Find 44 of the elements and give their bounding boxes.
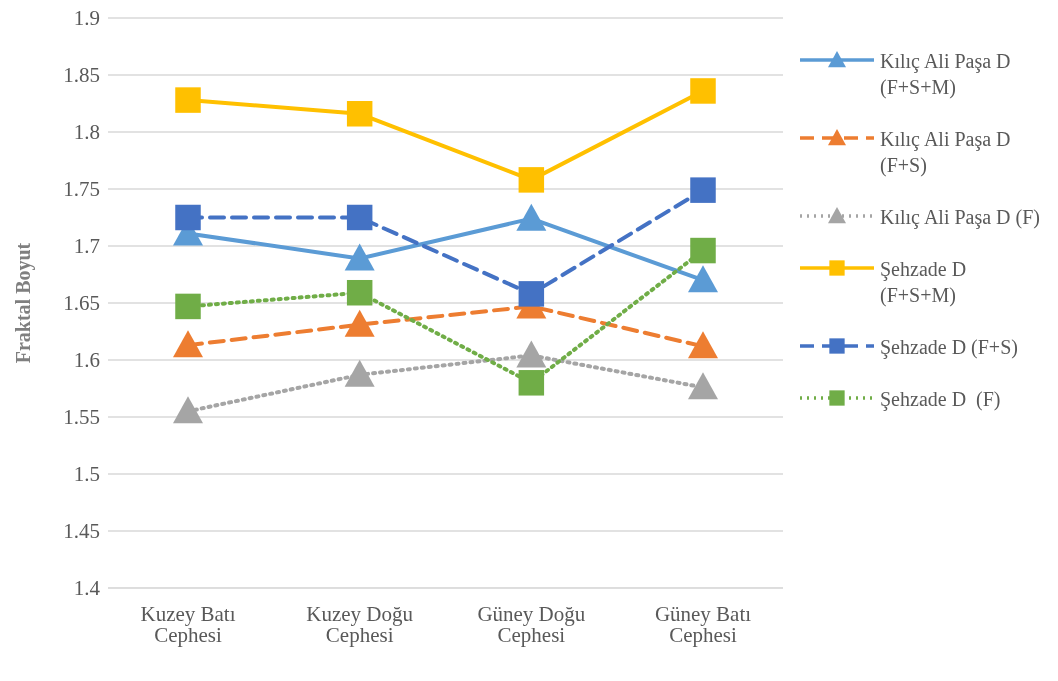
- legend-label: Kılıç Ali Paşa D (F): [880, 205, 1040, 230]
- y-tick-label: 1.8: [73, 120, 100, 145]
- point: [344, 359, 375, 387]
- point: [516, 203, 547, 231]
- x-tick-label: Kuzey Batı Cephesi: [140, 601, 236, 647]
- y-tick-label: 1.6: [73, 348, 100, 373]
- point: [344, 309, 375, 337]
- y-tick-label: 1.4: [73, 576, 101, 601]
- point: [688, 331, 718, 359]
- point: [690, 78, 716, 104]
- y-tick-label: 1.55: [63, 405, 100, 430]
- point: [346, 279, 373, 306]
- point: [346, 204, 373, 231]
- legend-label: Kılıç Ali Paşa D (F+S): [880, 127, 1012, 178]
- y-axis-title: Fraktal Boyut: [12, 242, 36, 364]
- y-tick-label: 1.5: [73, 462, 100, 487]
- point: [690, 177, 716, 203]
- point: [688, 265, 718, 293]
- point: [518, 281, 545, 307]
- y-tick-label: 1.75: [63, 177, 100, 202]
- point: [173, 330, 203, 358]
- y-tick-label: 1.7: [73, 234, 100, 259]
- point: [175, 293, 201, 320]
- point: [175, 87, 201, 113]
- point: [518, 167, 545, 193]
- point: [518, 370, 545, 396]
- y-tick-label: 1.65: [63, 291, 100, 316]
- legend-label: Şehzade D (F): [880, 387, 1002, 412]
- y-tick-label: 1.45: [63, 519, 100, 544]
- x-tick-label: Kuzey Doğu Cephesi: [306, 601, 414, 647]
- point: [688, 372, 718, 400]
- point: [173, 396, 203, 424]
- legend-label: Şehzade D (F+S+M): [880, 257, 968, 308]
- point: [516, 340, 547, 368]
- point: [344, 243, 375, 271]
- point: [690, 237, 716, 264]
- y-tick-label: 1.9: [73, 6, 100, 31]
- point: [346, 101, 373, 127]
- legend-label: Şehzade D (F+S): [880, 335, 1019, 360]
- x-tick-label: Güney Batı Cephesi: [654, 601, 752, 647]
- legend-label: Kılıç Ali Paşa D (F+S+M): [880, 49, 1012, 100]
- point: [175, 204, 201, 231]
- x-tick-label: Güney Doğu Cephesi: [477, 601, 586, 647]
- y-tick-label: 1.85: [63, 63, 100, 88]
